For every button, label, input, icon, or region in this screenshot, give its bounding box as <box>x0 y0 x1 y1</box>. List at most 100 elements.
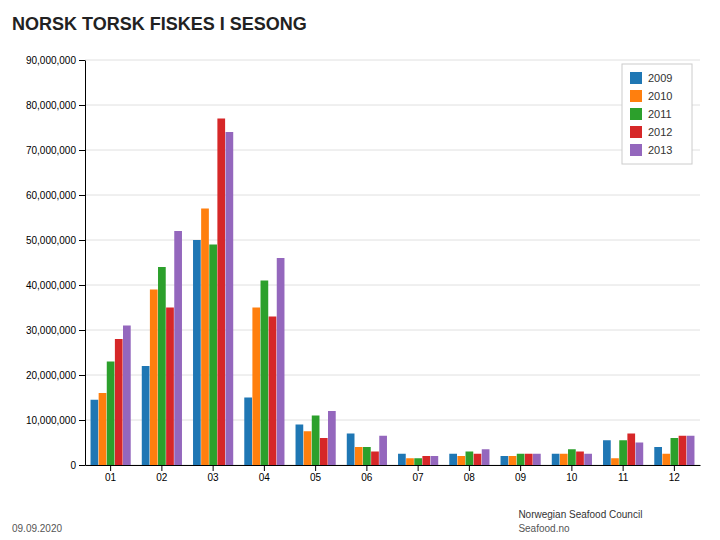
tick-mark <box>315 465 316 471</box>
tick: 02 <box>156 465 168 483</box>
legend-swatch <box>630 144 642 156</box>
bar <box>568 449 576 465</box>
tick-label: 10,000,000 <box>26 415 76 426</box>
tick: 04 <box>259 465 271 483</box>
y-axis: 010,000,00020,000,00030,000,00040,000,00… <box>26 55 86 471</box>
tick-mark <box>79 420 85 421</box>
legend-box <box>622 64 692 164</box>
tick-mark <box>674 465 675 471</box>
tick: 60,000,000 <box>26 190 85 201</box>
tick: 50,000,000 <box>26 235 85 246</box>
grid <box>85 60 700 465</box>
tick-label: 05 <box>310 472 322 483</box>
bar <box>107 362 115 466</box>
bar <box>636 443 644 466</box>
bar <box>449 454 457 465</box>
bar <box>150 290 158 466</box>
tick-label: 04 <box>259 472 271 483</box>
tick: 08 <box>464 465 476 483</box>
tick: 80,000,000 <box>26 100 85 111</box>
tick: 70,000,000 <box>26 145 85 156</box>
tick-mark <box>79 60 85 61</box>
tick: 09 <box>515 465 527 483</box>
bars <box>91 119 695 466</box>
bar <box>552 454 560 465</box>
bar <box>576 452 584 466</box>
tick: 10 <box>566 465 578 483</box>
bar <box>560 454 568 465</box>
bar <box>123 326 131 466</box>
tick-mark <box>264 465 265 471</box>
bar <box>627 434 635 466</box>
tick-mark <box>79 330 85 331</box>
bar <box>277 258 285 465</box>
tick-mark <box>79 105 85 106</box>
legend-item: 2012 <box>630 126 672 138</box>
bar <box>91 400 99 465</box>
tick-mark <box>79 150 85 151</box>
bar <box>509 456 517 465</box>
bar <box>320 438 328 465</box>
tick-label: 12 <box>669 472 681 483</box>
tick-mark <box>79 195 85 196</box>
bar <box>296 425 304 466</box>
tick-mark <box>110 465 111 471</box>
bar <box>158 267 166 465</box>
bar <box>99 393 107 465</box>
bar <box>671 438 679 465</box>
tick-mark <box>79 240 85 241</box>
bar <box>355 447 363 465</box>
tick: 03 <box>208 465 220 483</box>
title: NORSK TORSK FISKES I SESONG <box>12 14 307 34</box>
grid-line <box>85 150 700 151</box>
plot: 010,000,00020,000,00030,000,00040,000,00… <box>26 55 701 483</box>
tick-label: 20,000,000 <box>26 370 76 381</box>
bar <box>174 231 182 465</box>
grid-line <box>85 105 700 106</box>
bar <box>457 456 465 465</box>
tick: 20,000,000 <box>26 370 85 381</box>
legend-label: 2011 <box>648 108 672 120</box>
bar <box>603 440 611 465</box>
bar <box>414 458 422 465</box>
tick-label: 09 <box>515 472 527 483</box>
bar <box>517 454 525 465</box>
bar <box>304 431 312 465</box>
tick: 10,000,000 <box>26 415 85 426</box>
tick-label: 50,000,000 <box>26 235 76 246</box>
bar <box>363 447 371 465</box>
tick-mark <box>623 465 624 471</box>
bar <box>474 454 482 465</box>
legend-label: 2012 <box>648 126 672 138</box>
tick-mark <box>520 465 521 471</box>
tick: 0 <box>70 460 85 471</box>
bar <box>482 449 490 465</box>
bar <box>431 456 439 465</box>
bar <box>252 308 260 466</box>
legend-label: 2009 <box>648 72 672 84</box>
bar <box>422 456 430 465</box>
annotation: Norwegian Seafood Council <box>518 509 642 520</box>
bar-series <box>107 245 678 466</box>
x-axis: 010203040506070809101112 <box>86 465 701 483</box>
axis-line <box>85 61 86 466</box>
legend-item: 2013 <box>630 144 672 156</box>
grid-line <box>85 60 700 61</box>
tick-mark <box>161 465 162 471</box>
axis-line <box>86 465 701 466</box>
tick-mark <box>571 465 572 471</box>
grid-line <box>85 195 700 196</box>
chart: NORSK TORSK FISKES I SESONG 0 10,000,000 20… <box>0 0 720 540</box>
legend-swatch <box>630 72 642 84</box>
tick-mark <box>469 465 470 471</box>
bar <box>269 317 277 466</box>
legend-swatch <box>630 90 642 102</box>
legend: 20092010201120122013 <box>622 64 692 164</box>
tick-label: 10 <box>566 472 578 483</box>
bar <box>328 411 336 465</box>
tick-mark <box>213 465 214 471</box>
tick-mark <box>79 465 85 466</box>
legend-label: 2013 <box>648 144 672 156</box>
tick-mark <box>79 375 85 376</box>
tick: 01 <box>105 465 117 483</box>
